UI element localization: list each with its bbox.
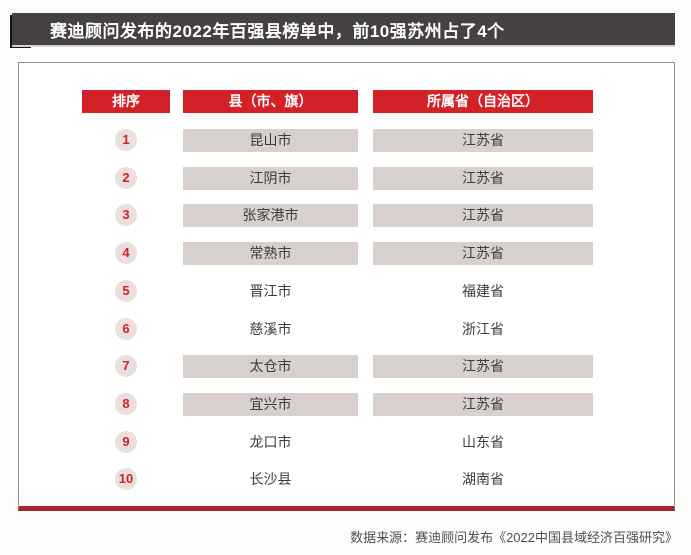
province-cell: 江苏省: [373, 242, 593, 265]
province-cell: 山东省: [462, 434, 504, 450]
county-cell: 太仓市: [183, 355, 358, 378]
table-row: 5 晋江市 福建省: [0, 280, 691, 303]
table-row: 7 太仓市 江苏省: [0, 355, 691, 378]
title-bar: 赛迪顾问发布的2022年百强县榜单中，前10强苏州占了4个: [12, 13, 675, 47]
column-header-county: 县（市、旗）: [183, 90, 358, 113]
province-cell: 江苏省: [373, 129, 593, 152]
province-cell: 江苏省: [373, 204, 593, 227]
table-row: 2 江阴市 江苏省: [0, 167, 691, 190]
table-row: 9 龙口市 山东省: [0, 431, 691, 454]
rank-badge: 5: [115, 280, 137, 302]
province-cell: 江苏省: [373, 167, 593, 190]
table-row: 4 常熟市 江苏省: [0, 242, 691, 265]
rank-badge: 8: [115, 393, 137, 415]
county-cell: 晋江市: [249, 283, 292, 299]
province-cell: 浙江省: [462, 321, 504, 337]
county-cell: 常熟市: [183, 242, 358, 265]
province-cell: 湖南省: [462, 471, 504, 487]
table-row: 8 宜兴市 江苏省: [0, 393, 691, 416]
county-cell: 张家港市: [183, 204, 358, 227]
rank-badge: 7: [115, 355, 137, 377]
rank-badge: 4: [115, 242, 137, 264]
rank-badge: 9: [115, 431, 137, 453]
province-cell: 江苏省: [373, 393, 593, 416]
table-row: 10 长沙县 湖南省: [0, 468, 691, 491]
province-cell: 福建省: [462, 283, 504, 299]
data-source-note: 数据来源：赛迪顾问发布《2022中国县域经济百强研究》: [350, 530, 678, 545]
table-row: 6 慈溪市 浙江省: [0, 318, 691, 341]
page-title: 赛迪顾问发布的2022年百强县榜单中，前10强苏州占了4个: [50, 21, 505, 41]
county-cell: 龙口市: [249, 434, 292, 450]
table-row: 1 昆山市 江苏省: [0, 129, 691, 152]
county-cell: 江阴市: [183, 167, 358, 190]
county-cell: 昆山市: [183, 129, 358, 152]
rank-badge: 6: [115, 318, 137, 340]
rank-badge: 2: [115, 167, 137, 189]
county-cell: 宜兴市: [183, 393, 358, 416]
rank-badge: 10: [115, 468, 137, 490]
rank-badge: 3: [115, 204, 137, 226]
column-header-rank: 排序: [82, 90, 170, 113]
province-cell: 江苏省: [373, 355, 593, 378]
table-row: 3 张家港市 江苏省: [0, 204, 691, 227]
rank-badge: 1: [115, 129, 137, 151]
county-cell: 慈溪市: [249, 321, 292, 337]
county-cell: 长沙县: [249, 471, 292, 487]
column-header-province: 所属省（自治区）: [373, 90, 593, 113]
